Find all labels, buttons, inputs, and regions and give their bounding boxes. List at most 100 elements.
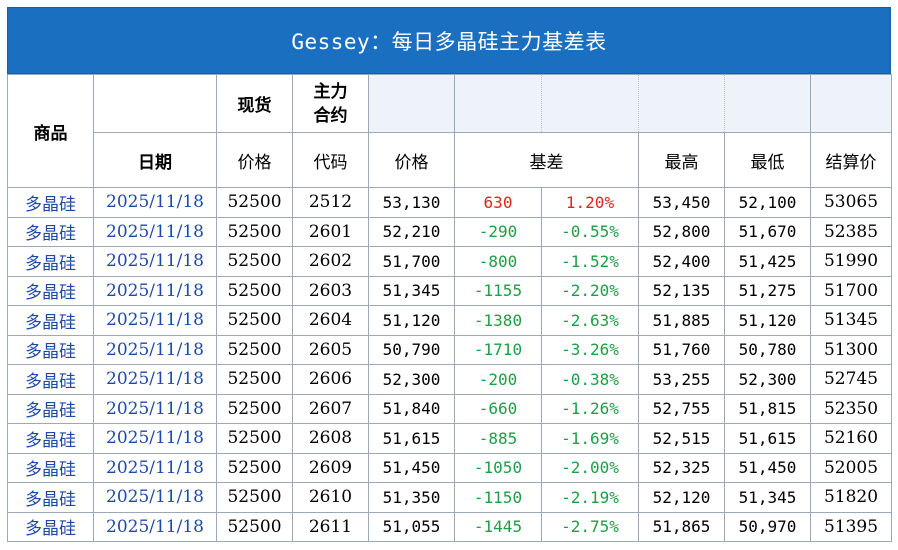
cell-basis: -1050 [454, 452, 542, 483]
cell-futures-price: 51,345 [368, 275, 455, 306]
cell-basis-pct: -3.26% [541, 334, 639, 365]
cell-contract-code: 2512 [292, 187, 369, 218]
cell-date: 2025/11/18 [93, 305, 217, 336]
cell-date: 2025/11/18 [93, 423, 217, 454]
cell-product: 多晶硅 [7, 246, 94, 277]
table-row: 多晶硅 2025/11/18 52500 2607 51,840 -660 -1.26% 52… [7, 393, 892, 424]
cell-product: 多晶硅 [7, 452, 94, 483]
cell-futures-price: 51,450 [368, 452, 455, 483]
cell-low: 51,120 [724, 305, 811, 336]
header-empty-basis-a [454, 74, 542, 133]
cell-settle: 52350 [810, 393, 892, 424]
cell-settle: 52385 [810, 216, 892, 247]
cell-high: 52,400 [638, 246, 725, 277]
cell-futures-price: 51,055 [368, 511, 455, 542]
cell-basis: 630 [454, 187, 542, 218]
cell-low: 50,780 [724, 334, 811, 365]
table-row: 多晶硅 2025/11/18 52500 2512 53,130 630 1.20% 53,4… [7, 187, 892, 218]
cell-spot-price: 52500 [216, 423, 293, 454]
cell-date: 2025/11/18 [93, 334, 217, 365]
cell-date: 2025/11/18 [93, 275, 217, 306]
cell-basis-pct: 1.20% [541, 187, 639, 218]
basis-table: 商品 现货 主力 合约 日期 价格 代码 价格 基差 最高 最低 结算价 [7, 74, 892, 542]
cell-spot-price: 52500 [216, 393, 293, 424]
cell-settle: 51990 [810, 246, 892, 277]
cell-futures-price: 51,615 [368, 423, 455, 454]
cell-low: 51,670 [724, 216, 811, 247]
cell-basis-pct: -0.38% [541, 364, 639, 395]
cell-product: 多晶硅 [7, 511, 94, 542]
cell-futures-price: 52,210 [368, 216, 455, 247]
cell-date: 2025/11/18 [93, 452, 217, 483]
cell-low: 52,300 [724, 364, 811, 395]
cell-basis: -1710 [454, 334, 542, 365]
cell-contract-code: 2603 [292, 275, 369, 306]
table-row: 多晶硅 2025/11/18 52500 2605 50,790 -1710 -3.26% 5… [7, 334, 892, 365]
cell-product: 多晶硅 [7, 482, 94, 513]
cell-basis-pct: -2.20% [541, 275, 639, 306]
cell-low: 51,450 [724, 452, 811, 483]
cell-basis: -200 [454, 364, 542, 395]
cell-contract-code: 2609 [292, 452, 369, 483]
cell-high: 51,760 [638, 334, 725, 365]
cell-date: 2025/11/18 [93, 511, 217, 542]
cell-spot-price: 52500 [216, 334, 293, 365]
cell-spot-price: 52500 [216, 482, 293, 513]
cell-futures-price: 50,790 [368, 334, 455, 365]
cell-spot-price: 52500 [216, 511, 293, 542]
header-empty-price [368, 74, 455, 133]
header-product: 商品 [7, 74, 94, 188]
cell-settle: 52745 [810, 364, 892, 395]
cell-product: 多晶硅 [7, 187, 94, 218]
cell-futures-price: 53,130 [368, 187, 455, 218]
cell-basis: -1445 [454, 511, 542, 542]
cell-settle: 53065 [810, 187, 892, 218]
cell-high: 53,255 [638, 364, 725, 395]
cell-product: 多晶硅 [7, 334, 94, 365]
cell-low: 51,615 [724, 423, 811, 454]
cell-basis-pct: -2.63% [541, 305, 639, 336]
table-row: 多晶硅 2025/11/18 52500 2606 52,300 -200 -0.38% 53… [7, 364, 892, 395]
cell-date: 2025/11/18 [93, 364, 217, 395]
cell-futures-price: 51,700 [368, 246, 455, 277]
cell-date: 2025/11/18 [93, 216, 217, 247]
cell-low: 52,100 [724, 187, 811, 218]
cell-spot-price: 52500 [216, 305, 293, 336]
basis-table-panel: Gessey：每日多晶硅主力基差表 商品 现货 主力 合约 日期 价格 [7, 7, 892, 542]
header-high: 最高 [638, 132, 725, 188]
header-low: 最低 [724, 132, 811, 188]
cell-settle: 51345 [810, 305, 892, 336]
table-title: Gessey：每日多晶硅主力基差表 [7, 7, 891, 74]
cell-high: 52,135 [638, 275, 725, 306]
cell-low: 51,815 [724, 393, 811, 424]
cell-settle: 52005 [810, 452, 892, 483]
cell-product: 多晶硅 [7, 305, 94, 336]
cell-spot-price: 52500 [216, 452, 293, 483]
cell-basis-pct: -2.00% [541, 452, 639, 483]
table-row: 多晶硅 2025/11/18 52500 2602 51,700 -800 -1.52% 52… [7, 246, 892, 277]
cell-spot-price: 52500 [216, 364, 293, 395]
header-empty-settle [810, 74, 892, 133]
cell-high: 52,120 [638, 482, 725, 513]
cell-date: 2025/11/18 [93, 187, 217, 218]
cell-high: 52,325 [638, 452, 725, 483]
table-row: 多晶硅 2025/11/18 52500 2610 51,350 -1150 -2.19% 5… [7, 482, 892, 513]
cell-contract-code: 2605 [292, 334, 369, 365]
cell-basis: -660 [454, 393, 542, 424]
header-date: 日期 [93, 132, 217, 188]
cell-date: 2025/11/18 [93, 246, 217, 277]
cell-contract-code: 2601 [292, 216, 369, 247]
cell-product: 多晶硅 [7, 275, 94, 306]
cell-spot-price: 52500 [216, 187, 293, 218]
cell-settle: 51300 [810, 334, 892, 365]
table-row: 多晶硅 2025/11/18 52500 2601 52,210 -290 -0.55% 52… [7, 216, 892, 247]
cell-spot-price: 52500 [216, 275, 293, 306]
cell-basis: -1380 [454, 305, 542, 336]
cell-high: 51,865 [638, 511, 725, 542]
cell-contract-code: 2607 [292, 393, 369, 424]
header-empty-high [638, 74, 725, 133]
table-row: 多晶硅 2025/11/18 52500 2608 51,615 -885 -1.69% 52… [7, 423, 892, 454]
header-basis: 基差 [454, 132, 639, 188]
header-empty-date [93, 74, 217, 133]
cell-settle: 51820 [810, 482, 892, 513]
